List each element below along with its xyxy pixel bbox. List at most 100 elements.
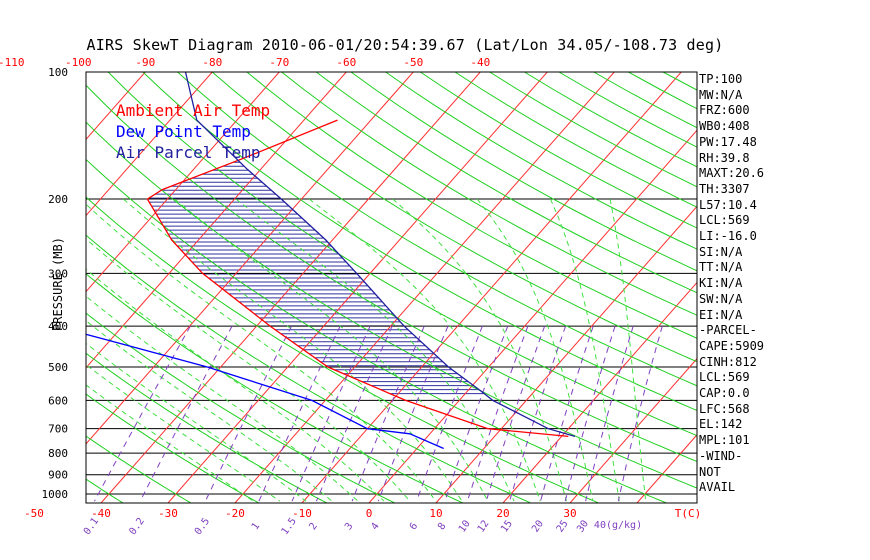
mixing-ratio-line xyxy=(377,325,449,502)
top-temp-tick-label: -80 xyxy=(202,56,222,69)
mixing-ratio-tick-label: 25 xyxy=(555,518,571,534)
dry-adiabat xyxy=(86,478,124,503)
dry-adiabat xyxy=(211,72,697,363)
moist-adiabat xyxy=(550,198,620,502)
mixing-ratio-line xyxy=(466,325,529,502)
dry-adiabat xyxy=(350,72,697,272)
moist-adiabat xyxy=(86,295,359,502)
index-item: WB0:408 xyxy=(699,119,750,134)
legend: Ambient Air Temp Dew Point Temp Air Parc… xyxy=(116,100,270,163)
index-item: LCL:569 xyxy=(699,213,750,228)
mixing-ratio-tick-label: 8 xyxy=(436,521,448,532)
mixing-ratio-line xyxy=(617,325,663,502)
dry-adiabat xyxy=(86,234,531,503)
ambient-temp-line xyxy=(146,119,569,438)
isotherm-line xyxy=(234,72,615,503)
moist-adiabat xyxy=(86,203,437,502)
top-temp-tick-label: -70 xyxy=(269,56,289,69)
mixing-ratio-tick-label: 30 xyxy=(575,518,591,534)
mixing-ratio-tick-label: 10 xyxy=(457,519,473,535)
top-temp-tick-label: -50 xyxy=(403,56,423,69)
dry-adiabat xyxy=(86,158,667,503)
isotherm-line xyxy=(0,72,11,503)
isotherm-line xyxy=(0,72,78,503)
mixing-ratio-line xyxy=(444,325,509,502)
index-item: TH:3307 xyxy=(699,181,750,196)
dry-adiabat xyxy=(0,72,55,503)
moist-adiabat xyxy=(86,384,254,502)
mixing-ratio-line xyxy=(315,325,393,502)
moist-adiabat xyxy=(123,198,463,502)
dry-adiabat xyxy=(489,72,697,188)
moist-adiabat xyxy=(308,198,541,502)
isotherm-line xyxy=(86,72,414,445)
isotherm-line xyxy=(771,72,870,503)
parcel-temp-line xyxy=(184,72,576,438)
index-item: -PARCEL- xyxy=(699,323,757,338)
bottom-temp-tick-label: 30 xyxy=(563,507,576,520)
moist-adiabat xyxy=(86,364,280,502)
index-item: PW:17.48 xyxy=(699,134,757,149)
index-item: SW:N/A xyxy=(699,291,743,306)
index-item: CAPE:5909 xyxy=(699,338,765,353)
mixing-ratio-tick-label: 20 xyxy=(530,518,546,534)
top-temp-tick-label: -40 xyxy=(470,56,490,69)
moist-adiabat xyxy=(476,198,594,502)
mixing-ratio-tick-label: 12 xyxy=(476,519,492,535)
mixing-ratio-tick-label: 0.2 xyxy=(127,516,146,537)
index-item: FRZ:600 xyxy=(699,103,750,118)
plot-frame xyxy=(85,71,698,504)
mixing-ratio-tick-label: 6 xyxy=(408,521,420,532)
bottom-temp-tick-label: 0 xyxy=(366,507,373,520)
dry-adiabat xyxy=(767,72,870,503)
dry-adiabat xyxy=(420,72,697,229)
mixing-ratio-line xyxy=(509,325,567,502)
top-temp-tick-label: -110 xyxy=(0,56,25,69)
pressure-tick-label: 800 xyxy=(48,447,68,460)
index-item: MAXT:20.6 xyxy=(699,166,765,181)
top-temp-tick-label: -90 xyxy=(135,56,155,69)
index-item: TT:N/A xyxy=(699,260,743,275)
dry-adiabat xyxy=(86,121,697,489)
mixing-ratio-line xyxy=(139,325,233,502)
mixing-ratio-line xyxy=(204,325,293,502)
legend-item-dewpoint: Dew Point Temp xyxy=(116,122,251,141)
dry-adiabat xyxy=(107,72,697,437)
index-item: AVAIL xyxy=(699,480,736,495)
pressure-tick-label: 900 xyxy=(48,469,68,482)
isotherm-line xyxy=(86,72,280,293)
bottom-temp-tick-label: -30 xyxy=(158,507,178,520)
dew-point-line xyxy=(86,333,444,450)
legend-item-ambient: Ambient Air Temp xyxy=(116,101,271,120)
moist-adiabat xyxy=(392,198,567,502)
dry-adiabat xyxy=(86,435,192,503)
bottom-temp-tick-label: -40 xyxy=(91,507,111,520)
bottom-temp-tick-label: -20 xyxy=(225,507,245,520)
dry-adiabat xyxy=(177,72,697,387)
mixing-ratio-line xyxy=(585,325,634,502)
index-item: L57:10.4 xyxy=(699,197,757,212)
pressure-tick-label: 200 xyxy=(48,193,68,206)
index-item: RH:39.8 xyxy=(699,150,750,165)
isotherm-line xyxy=(435,205,697,503)
pressure-tick-label: 600 xyxy=(48,394,68,407)
mixing-ratio-line xyxy=(540,325,594,502)
moist-adiabat xyxy=(235,198,515,502)
bottom-temp-axis-unit: T(C) xyxy=(675,507,702,520)
bottom-temp-tick-label: 20 xyxy=(496,507,509,520)
dry-adiabat xyxy=(86,84,697,463)
dry-adiabat xyxy=(86,273,463,503)
pressure-tick-label: 100 xyxy=(48,66,68,79)
mixing-ratio-tick-label: 15 xyxy=(499,518,515,534)
moist-adiabat xyxy=(609,199,647,502)
isotherm-line xyxy=(167,72,548,503)
dry-adiabat xyxy=(385,72,697,250)
mixing-ratio-line xyxy=(485,325,546,502)
pressure-tick-label: 500 xyxy=(48,361,68,374)
index-item: LFC:568 xyxy=(699,401,750,416)
index-item: EI:N/A xyxy=(699,307,743,322)
pressure-tick-label: 1000 xyxy=(42,488,69,501)
bottom-temp-tick-label: -50 xyxy=(24,507,44,520)
top-temp-tick-label: -60 xyxy=(336,56,356,69)
